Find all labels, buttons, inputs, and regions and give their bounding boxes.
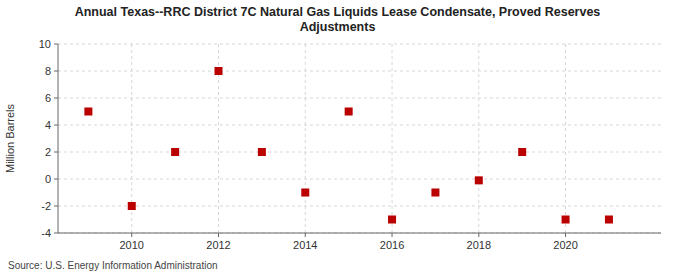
y-grid-line [58, 233, 661, 234]
point [518, 148, 526, 156]
point [215, 67, 223, 75]
grid [58, 44, 661, 233]
y-axis-line [58, 44, 59, 233]
x-tick-label: 2020 [553, 239, 577, 251]
y-tick [54, 206, 58, 207]
x-grid-line [478, 44, 479, 233]
y-grid-line [58, 71, 661, 72]
x-tick [131, 233, 132, 237]
point [258, 148, 266, 156]
chart-container: -4 -2 0 2 4 6 8 10 2010 2012 2014 2016 2018 2020 Annua… [0, 0, 675, 275]
y-grid-line [58, 98, 661, 99]
y-tick-label: 4 [45, 119, 51, 131]
y-tick [54, 233, 58, 234]
y-grid-line [58, 179, 661, 180]
x-grid-line [305, 44, 306, 233]
x-tick-label: 2018 [467, 239, 491, 251]
y-tick-label: 10 [39, 38, 51, 50]
y-tick [54, 44, 58, 45]
y-tick-label: 2 [45, 146, 51, 158]
x-tick [392, 233, 393, 237]
y-axis-label: Million Barrels [4, 103, 16, 173]
y-tick-label: 6 [45, 92, 51, 104]
points [84, 67, 613, 224]
x-tick-label: 2012 [206, 239, 230, 251]
point [301, 189, 309, 197]
x-grid-line [392, 44, 393, 233]
point [84, 108, 92, 116]
y-tick [54, 179, 58, 180]
x-tick [218, 233, 219, 237]
x-tick [565, 233, 566, 237]
point [388, 216, 396, 224]
point [171, 148, 179, 156]
y-tick [54, 71, 58, 72]
y-grid-line [58, 152, 661, 153]
point [562, 216, 570, 224]
x-grid-line [565, 44, 566, 233]
x-tick-label: 2014 [293, 239, 317, 251]
y-grid-line [58, 44, 661, 45]
chart: -4 -2 0 2 4 6 8 10 2010 2012 2014 2016 2018 2020 Annua… [0, 0, 675, 275]
x-tick [478, 233, 479, 237]
x-axis-line [58, 233, 661, 234]
y-tick-label: -4 [41, 227, 51, 239]
x-tick-label: 2016 [380, 239, 404, 251]
x-tick [305, 233, 306, 237]
point [605, 216, 613, 224]
point [345, 108, 353, 116]
y-tick [54, 125, 58, 126]
y-grid-line [58, 206, 661, 207]
x-tick-label: 2010 [120, 239, 144, 251]
source: Source: U.S. Energy Information Administ… [8, 260, 218, 271]
y-tick-label: 8 [45, 65, 51, 77]
point [475, 176, 483, 184]
y-tick [54, 98, 58, 99]
point [128, 202, 136, 210]
y-tick-label: -2 [41, 200, 51, 212]
y-grid-line [58, 125, 661, 126]
point [431, 189, 439, 197]
y-tick-label: 0 [45, 173, 51, 185]
y-tick [54, 152, 58, 153]
title: Annual Texas--RRC District 7C Natural Ga… [75, 5, 601, 34]
